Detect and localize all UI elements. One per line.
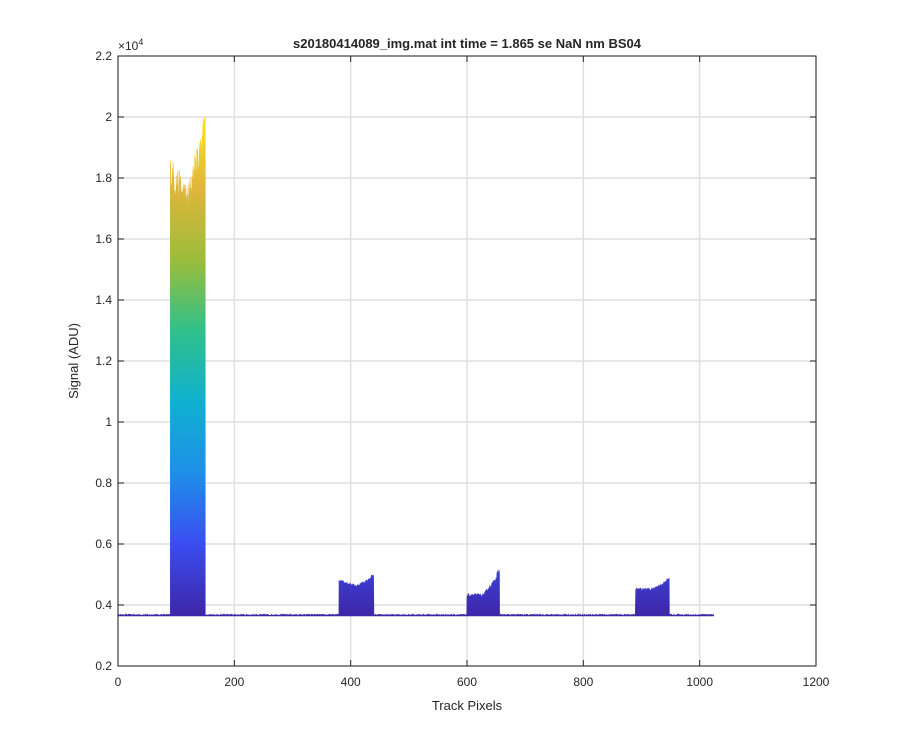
- y-tick-label: 1.4: [95, 293, 112, 307]
- x-tick-label: 400: [341, 675, 361, 689]
- x-axis-label: Track Pixels: [432, 698, 503, 713]
- y-tick-label: 0.8: [95, 476, 112, 490]
- y-tick-label: 1.8: [95, 171, 112, 185]
- y-exponent-label: ×104: [118, 37, 143, 53]
- tick-marks: [117, 55, 817, 667]
- signal-series: [117, 116, 714, 617]
- y-tick-label: 1.2: [95, 354, 112, 368]
- x-tick-label: 1200: [803, 675, 830, 689]
- y-tick-label: 0.4: [95, 598, 112, 612]
- x-tick-labels: 0 200 400 600 800 1000 1200: [115, 675, 830, 689]
- x-tick-label: 600: [457, 675, 477, 689]
- y-exponent-power: 4: [138, 37, 143, 47]
- y-exponent-base: ×10: [118, 39, 139, 53]
- y-axis-label: Signal (ADU): [66, 323, 81, 399]
- y-tick-label: 2: [105, 110, 112, 124]
- x-tick-label: 800: [573, 675, 593, 689]
- x-tick-label: 200: [224, 675, 244, 689]
- y-tick-label: 0.2: [95, 659, 112, 673]
- y-tick-labels: 0.2 0.4 0.6 0.8 1 1.2 1.4 1.6 1.8 2 2.2: [95, 49, 112, 673]
- y-tick-label: 1.6: [95, 232, 112, 246]
- x-tick-label: 1000: [686, 675, 713, 689]
- x-tick-label: 0: [115, 675, 122, 689]
- y-tick-label: 1: [105, 415, 112, 429]
- y-tick-label: 0.6: [95, 537, 112, 551]
- chart-title: s20180414089_img.mat int time = 1.865 se…: [293, 36, 642, 51]
- y-tick-label: 2.2: [95, 49, 112, 63]
